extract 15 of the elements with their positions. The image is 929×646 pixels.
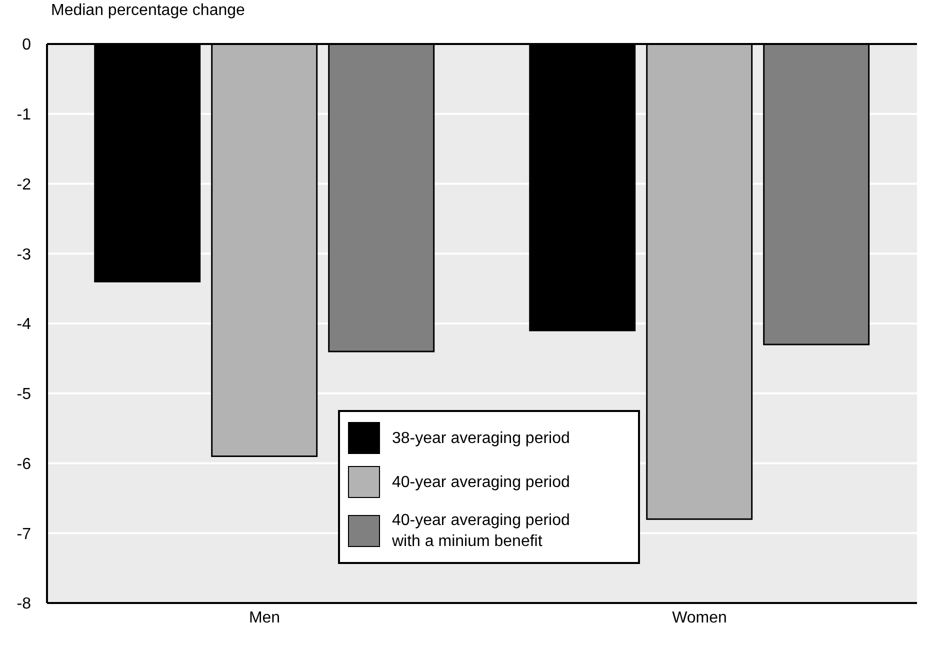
legend-label: 40-year averaging period with a minium benefit	[392, 511, 571, 552]
y-axis-title: Median percentage change	[51, 2, 245, 20]
y-tick-label: -3	[16, 246, 32, 264]
y-tick-label: -5	[16, 386, 32, 404]
x-tick-label: Women	[672, 609, 727, 626]
y-tick-label: -8	[16, 596, 32, 613]
y-tick-label: 0	[22, 36, 32, 54]
y-tick-label: -6	[16, 456, 32, 473]
y-tick-label: -4	[16, 316, 32, 334]
x-tick-label: Men	[248, 609, 280, 626]
y-tick-label: -7	[16, 526, 32, 543]
legend-label: 38-year averaging period	[392, 428, 571, 448]
y-tick-label: -2	[16, 176, 32, 194]
legend-label: 40-year averaging period	[392, 472, 571, 492]
y-tick-label: -1	[16, 106, 32, 124]
